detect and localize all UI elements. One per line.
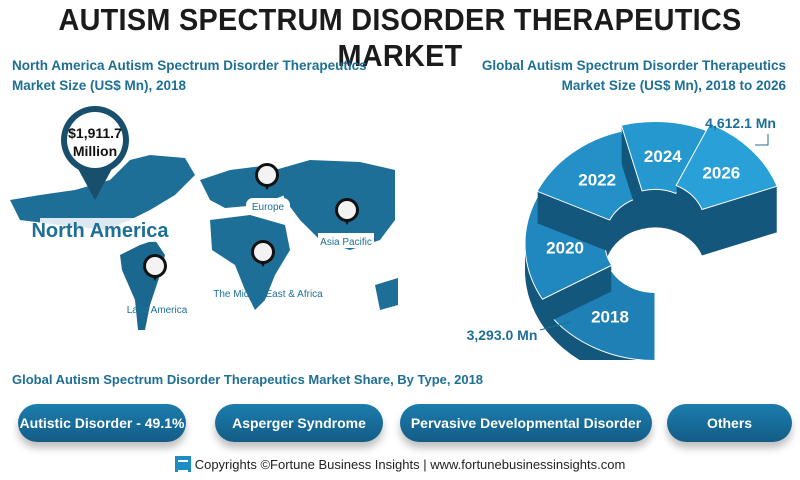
type-pill-pdd: Pervasive Developmental Disorder — [400, 404, 652, 442]
title-line: Market Size (US$ Mn), 2018 — [12, 78, 187, 93]
year-label: 2020 — [546, 238, 584, 257]
page-title: AUTISM SPECTRUM DISORDER THERAPEUTICS MA… — [58, 2, 742, 73]
region-label-latin-america: Latin America — [127, 305, 188, 316]
global-market-title: Global Autism Spectrum Disorder Therapeu… — [482, 56, 786, 96]
share-title: Global Autism Spectrum Disorder Therapeu… — [12, 372, 484, 387]
end-value-label: 4,612.1 Mn — [705, 115, 776, 131]
latin-america-pin-icon — [143, 254, 167, 281]
copyright-text: Copyrights ©Fortune Business Insights | … — [194, 456, 626, 472]
type-pill-autistic-disorder: Autistic Disorder - 49.1% — [18, 404, 186, 442]
continents — [10, 155, 398, 330]
type-pill-asperger-syndrome: Asperger Syndrome — [215, 404, 383, 442]
highlight-region: North America — [31, 220, 169, 242]
fortune-logo-icon — [174, 456, 191, 472]
region-label-europe: Europe — [252, 202, 285, 213]
footer: Copyrights ©Fortune Business Insights | … — [0, 456, 800, 472]
world-map: $1,911.7 Million North America Europe As… — [10, 106, 398, 330]
highlight-value: $1,911.7 — [68, 125, 122, 141]
asia-pacific-pin-icon — [335, 198, 359, 225]
region-pins — [143, 163, 359, 281]
spiral-segment-2026: 2026 — [675, 123, 778, 256]
title-line: North America Autism Spectrum Disorder T… — [12, 58, 367, 73]
north-america-shape — [10, 155, 195, 230]
region-label-mea: The Middle East & Africa — [213, 289, 323, 300]
year-label: 2018 — [591, 307, 629, 326]
latin-america-shape — [120, 240, 165, 330]
type-pill-others: Others — [667, 404, 792, 442]
start-value-leader — [539, 321, 571, 331]
end-value-leader — [755, 134, 769, 146]
title-line: Global Autism Spectrum Disorder Therapeu… — [481, 58, 786, 73]
north-america-pin: $1,911.7 Million — [61, 106, 129, 200]
year-label: 2026 — [702, 163, 740, 182]
growth-spiral: 2018 2020 2022 2024 2026 3,293.0 Mn 4,612.1 Mn — [467, 115, 778, 360]
start-value-label: 3,293.0 Mn — [467, 327, 538, 343]
mea-pin-icon — [251, 240, 275, 267]
asia-shape — [275, 160, 395, 250]
title-line: Market Size (US$ Mn), 2018 to 2026 — [561, 78, 786, 93]
australia-shape — [375, 278, 398, 310]
europe-pin-icon — [255, 163, 279, 190]
north-america-title: North America Autism Spectrum Disorder T… — [12, 56, 367, 96]
year-label: 2024 — [644, 147, 682, 166]
region-label-asia-pacific: Asia Pacific — [320, 237, 372, 248]
spiral-segment-2022: 2022 — [536, 130, 643, 253]
highlight-unit: Million — [73, 143, 117, 159]
africa-shape — [210, 215, 290, 310]
year-label: 2022 — [578, 170, 616, 189]
